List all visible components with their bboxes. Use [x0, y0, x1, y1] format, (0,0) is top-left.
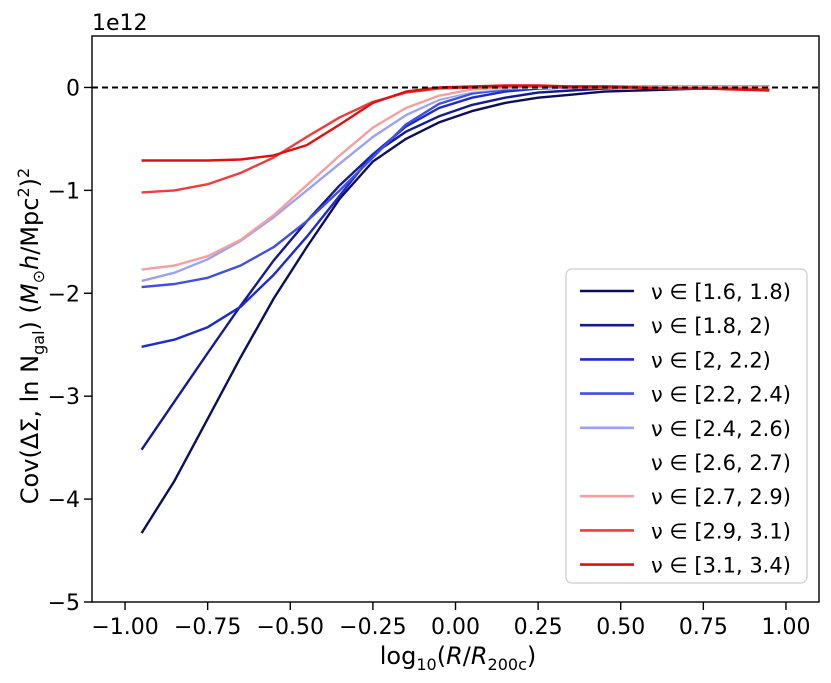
y-tick-label: −1: [48, 179, 80, 204]
x-tick-label: −0.25: [339, 615, 406, 640]
y-tick-label: −3: [48, 385, 80, 410]
legend-label-2: ν ∈ [1.8, 2): [651, 314, 771, 338]
x-label-sub-10: 10: [416, 655, 436, 674]
x-tick-label: 1.00: [761, 615, 810, 640]
x-tick-label: 0.50: [596, 615, 645, 640]
x-axis-ticks: −1.00 −0.75 −0.50 −0.25 0.00 0.25 0.50 0.75 1.00: [91, 602, 810, 640]
legend: ν ∈ [1.6, 1.8) ν ∈ [1.8, 2) ν ∈ [2, 2.2) ν …: [565, 268, 808, 584]
x-tick-label: −0.50: [257, 615, 324, 640]
y-tick-label: −2: [48, 282, 80, 307]
x-tick-label: 0.25: [514, 615, 563, 640]
legend-label-6: ν ∈ [2.6, 2.7): [651, 451, 791, 475]
legend-label-3: ν ∈ [2, 2.2): [651, 348, 771, 372]
legend-label-4: ν ∈ [2.2, 2.4): [651, 383, 791, 407]
x-tick-label: 0.00: [431, 615, 480, 640]
series-line-1: [140, 87, 770, 534]
svg-text:log10(R/R200c): log10(R/R200c): [380, 642, 537, 674]
y-axis-ticks: −5 −4 −3 −2 −1 0: [48, 76, 92, 616]
svg-text:Cov(ΔΣ, ln Ngal) (M⊙h/Mpc2)2: Cov(ΔΣ, ln Ngal) (M⊙h/Mpc2)2: [14, 168, 48, 504]
x-tick-label: −0.75: [174, 615, 241, 640]
y-axis-label: Cov(ΔΣ, ln Ngal) (M⊙h/Mpc2)2: [14, 168, 48, 504]
x-tick-label: 0.75: [679, 615, 728, 640]
legend-label-9: ν ∈ [3.1, 3.4): [651, 554, 791, 578]
y-tick-label: −4: [48, 488, 80, 513]
series-line-7: [141, 85, 770, 271]
legend-label-1: ν ∈ [1.6, 1.8): [651, 280, 791, 304]
y-offset-text: 1e12: [92, 11, 148, 36]
y-tick-label: 0: [66, 76, 80, 101]
legend-label-5: ν ∈ [2.4, 2.6): [651, 417, 791, 441]
x-tick-label: −1.00: [91, 615, 158, 640]
legend-items: ν ∈ [1.6, 1.8) ν ∈ [1.8, 2) ν ∈ [2, 2.2) ν …: [580, 280, 791, 578]
y-tick-label: −5: [48, 591, 80, 616]
legend-label-8: ν ∈ [2.9, 3.1): [651, 519, 791, 543]
x-axis-label: log10(R/R200c): [380, 642, 537, 674]
legend-box: [565, 268, 808, 584]
legend-label-7: ν ∈ [2.7, 2.9): [651, 485, 791, 509]
